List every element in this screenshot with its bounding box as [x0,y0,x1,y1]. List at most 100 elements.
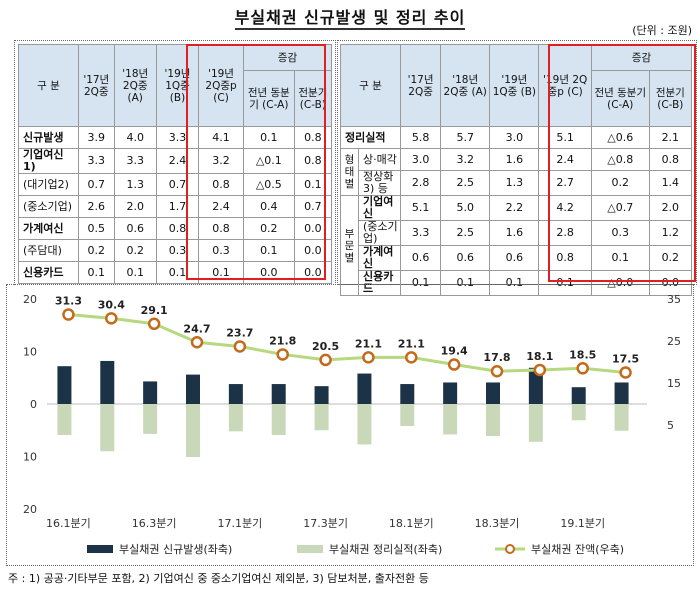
table-cell: △0.5 [242,173,295,196]
table-row: 부 문 별 기업여신 5.1 5.0 2.2 4.2 △0.7 2.0 [340,195,693,296]
balance-data-label: 29.1 [141,304,168,317]
bar-new-occurrence [357,373,372,404]
table-cell: 0.1 [113,261,157,284]
bar-resolution [271,404,286,435]
footnote: 주 : 1) 공공·기타부문 포함, 2) 기업여신 중 중소기업여신 제외분,… [8,572,429,585]
row-label: 기업여신1) [18,148,79,174]
table-cell: 0.2 [590,170,650,196]
bar-resolution [314,404,329,431]
table-cell: 4.0 [113,126,157,149]
bar-resolution [100,404,115,452]
table-cell: 0.6 [113,217,157,240]
x-axis-tick: 18.1분기 [389,517,434,530]
table-cell: 3.3 [113,148,157,174]
table-cell: △0.0 [590,270,650,296]
balance-point [576,362,589,375]
table-cell: 0.8 [648,148,693,171]
bar-resolution [143,404,158,434]
table-row: (주담대) 0.2 0.2 0.3 0.3 0.1 0.0 [18,239,333,262]
table-row: 형 태 별 상·매각 3.0 3.2 1.6 2.4 △0.8 0.8 [340,148,693,196]
row-label: (중소기업) [18,195,79,218]
header-19q1: '19년 1Q중 (B) [155,44,200,127]
balance-point [619,366,632,379]
bar-new-occurrence [571,387,586,404]
row-label: 가계여신 [18,217,79,240]
legend-swatch-resolution [297,545,323,553]
right-axis-tick: 15 [667,377,681,390]
row-label: (주담대) [18,239,79,262]
table-cell: 2.7 [538,170,592,196]
table-cell: 0.3 [155,239,200,262]
table-row: 신용카드 0.1 0.1 0.1 0.1 0.0 0.0 [18,261,333,284]
npl-trend-chart: 20 10 0 10 20 35 25 15 5 31.3 30.4 29.1 24.7 23.7 21.8… [23,293,681,556]
bar-new-occurrence [314,386,329,404]
balance-line [68,313,626,374]
table-cell: 2.6 [78,195,115,218]
table-cell: 2.0 [113,195,157,218]
table-cell: 0.1 [78,261,115,284]
table-cell: 3.9 [78,126,115,149]
balance-point [147,317,161,331]
table-cell: 4.2 [538,195,592,221]
balance-point [490,364,504,378]
table-cell: 1.7 [155,195,200,218]
table-cell: 0.6 [400,245,442,271]
table-row: 정상화3) 등 2.8 2.5 1.3 2.7 0.2 1.4 [341,170,693,196]
table-cell: 3.2 [440,148,491,171]
bar-resolution [486,404,500,437]
balance-data-label: 21.1 [398,337,425,350]
table-cell: 0.2 [242,217,295,240]
table-cell: 0.8 [198,173,244,196]
table-cell: 0.1 [538,270,592,296]
x-axis-tick: 17.3분기 [303,517,348,530]
table-cell: △0.6 [590,126,650,149]
table-cell: 3.3 [78,148,115,174]
bar-resolution [528,404,543,442]
new-npl-table: 구 분 '17년 2Q중 '18년 2Q중 (A) '19년 1Q중 (B) '… [18,44,333,284]
table-cell: 2.8 [538,220,592,246]
table-cell: 0.6 [440,245,491,271]
balance-data-label: 31.3 [55,295,82,308]
table-cell: 0.1 [400,270,442,296]
table-cell: 5.0 [440,195,491,221]
table-cell: 0.2 [78,239,115,262]
table-cell: 1.4 [648,170,693,196]
balance-data-label: 18.5 [569,348,596,361]
table-cell: 0.5 [78,217,115,240]
row-label: 가계여신 [357,245,402,271]
bar-resolution [571,404,586,421]
table-cell: 2.1 [648,126,693,149]
bar-resolution [357,404,372,445]
right-axis-tick: 35 [667,293,681,306]
table-cell: 3.3 [400,220,442,246]
x-axis-tick: 18.3분기 [475,517,520,530]
table-cell: 1.6 [489,148,540,171]
header-18q2: '18년 2Q중 (A) [113,44,157,127]
bar-new-occurrence [528,367,543,404]
header-yoy: 전년 동분기 (C-A) [590,70,650,127]
bar-resolution [443,404,458,435]
header-19q2: '19년 2Q중p (C) [538,44,592,127]
balance-data-label: 17.8 [483,351,510,364]
table-row: (대기업2) 0.7 1.3 0.7 0.8 △0.5 0.1 [18,173,333,196]
table-cell: 0.2 [648,245,693,271]
bar-new-occurrence [228,384,243,404]
bar-new-occurrence [143,381,158,404]
table-cell: 0.1 [293,173,333,196]
table-cell: 2.4 [155,148,200,174]
legend-marker-balance [505,544,515,554]
table-cell: 0.1 [242,126,295,149]
bar-resolution [400,404,415,427]
header-18q2: '18년 2Q중 (A) [440,44,491,127]
row-label: 기업여신 [357,195,402,221]
legend-label-balance: 부실채권 잔액(우축) [531,543,624,556]
table-cell: 0.8 [155,217,200,240]
chart-container: 20 10 0 10 20 35 25 15 5 31.3 30.4 29.1 24.7 23.7 21.8… [6,284,694,566]
x-axis-tick: 19.1분기 [560,517,605,530]
table-row: 신규발생 3.9 4.0 3.3 4.1 0.1 0.8 [18,126,333,149]
table-row: (중소기업) 3.3 2.5 1.6 2.8 0.3 1.2 [341,220,693,246]
balance-point [533,363,547,377]
balance-point [62,308,75,321]
table-cell: 0.7 [78,173,115,196]
right-axis-tick: 25 [667,335,681,348]
